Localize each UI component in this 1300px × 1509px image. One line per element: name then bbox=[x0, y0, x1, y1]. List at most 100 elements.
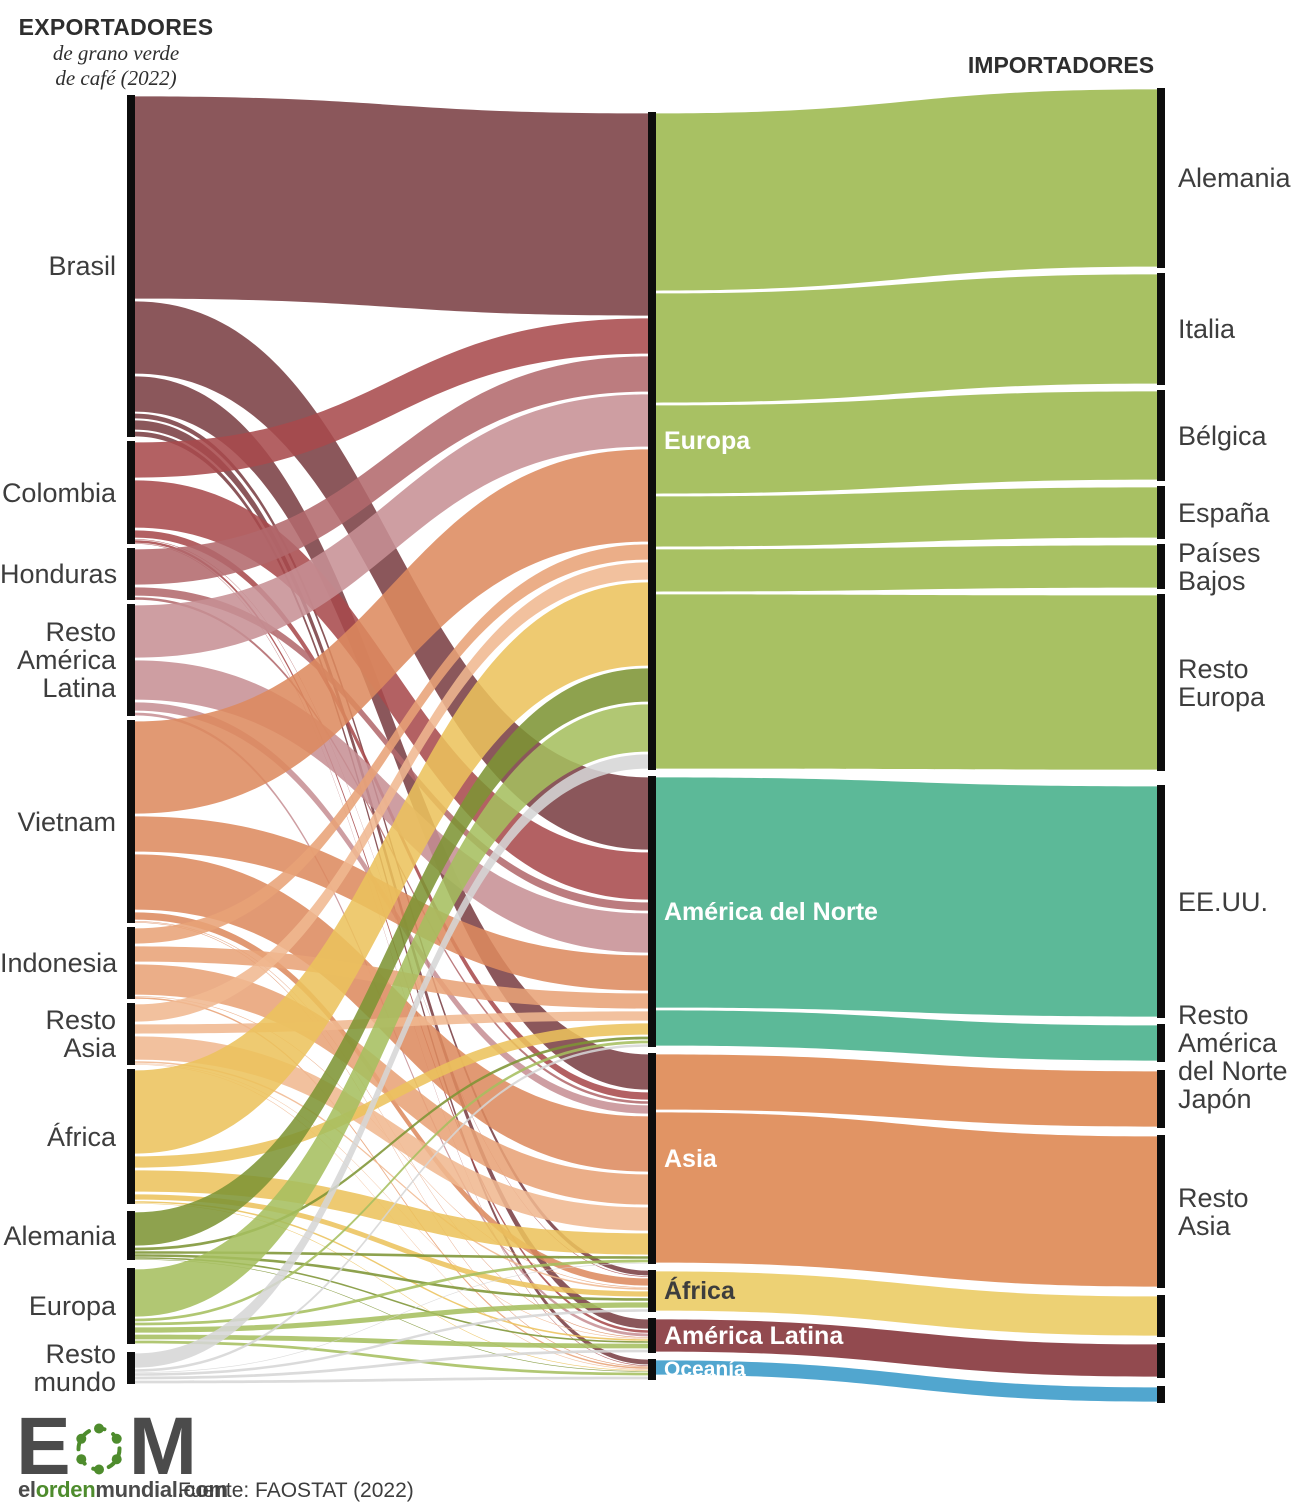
flow-brasil-r_europa bbox=[135, 96, 648, 316]
flow-r_america_latina-i_america_latina bbox=[656, 1319, 1157, 1377]
label-colombia: Colombia bbox=[1, 477, 116, 508]
region-node-r_america_norte bbox=[648, 776, 656, 1047]
importer-node-i_espana bbox=[1157, 486, 1165, 539]
flow-brasil-r_america_norte bbox=[135, 301, 648, 850]
flow-r_asia-i_japon bbox=[656, 1054, 1157, 1127]
importer-node-i_resto_america_norte bbox=[1157, 1024, 1165, 1062]
label-r_america_norte: América del Norte bbox=[664, 897, 878, 926]
importer-node-i_eeuu bbox=[1157, 785, 1165, 1018]
importer-node-i_paises_bajos bbox=[1157, 544, 1165, 589]
flow-r_africa-i_africa bbox=[656, 1271, 1157, 1336]
eom-logo-letter-e: E bbox=[16, 1401, 71, 1493]
label-i_italia: Italia bbox=[1178, 313, 1236, 344]
label-r_oceania: Oceanía bbox=[664, 1357, 746, 1381]
flow-resto_asia-r_america_latina bbox=[135, 1063, 648, 1339]
exporter-node-indonesia bbox=[127, 927, 135, 999]
exporter-node-africa bbox=[127, 1069, 135, 1204]
flow-r_oceania-i_oceania bbox=[656, 1360, 1157, 1402]
flow-honduras-r_europa bbox=[135, 356, 648, 585]
flow-europa-r_america_norte bbox=[135, 1040, 648, 1322]
flow-resto_asia-r_africa bbox=[135, 1061, 648, 1290]
label-r_asia: Asia bbox=[664, 1144, 717, 1173]
exporters-title: EXPORTADORES bbox=[18, 14, 214, 40]
flow-alemania-r_europa bbox=[135, 668, 648, 1246]
flow-resto_mundo-r_europa bbox=[135, 754, 648, 1368]
site-url-middle: orden bbox=[35, 1477, 96, 1502]
label-i_alemania: Alemania bbox=[1178, 162, 1291, 193]
importer-node-i_italia bbox=[1157, 273, 1165, 385]
label-i_paises_bajos: Países Bajos bbox=[1178, 537, 1261, 596]
label-r_europa: Europa bbox=[664, 427, 751, 455]
exporter-node-honduras bbox=[127, 548, 135, 600]
eom-logo-letter-m: M bbox=[128, 1401, 197, 1493]
exporters-subtitle-line2: de café (2022) bbox=[55, 66, 177, 91]
site-url-prefix: el bbox=[18, 1477, 36, 1502]
region-node-r_europa bbox=[648, 112, 656, 770]
flow-r_europa-i_resto_europa bbox=[656, 594, 1157, 770]
exporter-node-brasil bbox=[127, 95, 135, 437]
region-node-r_africa bbox=[648, 1270, 656, 1312]
flow-r_america_norte-i_eeuu bbox=[656, 777, 1157, 1017]
exporter-node-colombia bbox=[127, 441, 135, 544]
flow-colombia-r_america_latina bbox=[135, 540, 648, 1333]
flow-africa-r_asia bbox=[135, 1170, 648, 1255]
flow-europa-r_africa bbox=[135, 1302, 648, 1333]
flow-africa-r_europa bbox=[135, 582, 648, 1154]
importer-node-i_japon bbox=[1157, 1070, 1165, 1128]
importer-node-i_alemania bbox=[1157, 88, 1165, 268]
flow-colombia-r_europa bbox=[135, 318, 648, 478]
flow-resto_mundo-r_asia bbox=[135, 1263, 648, 1373]
source-text: Fuente: FAOSTAT (2022) bbox=[178, 1479, 414, 1502]
label-i_belgica: Bélgica bbox=[1178, 420, 1267, 451]
flow-indonesia-r_europa bbox=[135, 544, 648, 944]
label-vietnam: Vietnam bbox=[17, 806, 116, 837]
region-node-r_oceania bbox=[648, 1359, 656, 1380]
flow-europa-r_asia bbox=[135, 1259, 648, 1326]
label-alemania: Alemania bbox=[3, 1220, 116, 1251]
flow-resto_mundo-r_oceania bbox=[135, 1376, 648, 1384]
importer-node-i_resto_europa bbox=[1157, 594, 1165, 771]
exporter-node-resto_mundo bbox=[127, 1352, 135, 1384]
importer-node-i_oceania bbox=[1157, 1386, 1165, 1403]
flow-europa-r_europa bbox=[135, 704, 648, 1317]
flow-resto_asia-r_europa bbox=[135, 562, 648, 1022]
label-i_resto_america_norte: Resto América del Norte bbox=[1178, 999, 1288, 1087]
label-europa: Europa bbox=[28, 1290, 116, 1321]
flow-r_america_norte-i_resto_america_norte bbox=[656, 1010, 1157, 1061]
flow-africa-r_america_norte bbox=[135, 1023, 648, 1168]
importer-node-i_america_latina bbox=[1157, 1343, 1165, 1378]
label-resto_mundo: Resto mundo bbox=[33, 1338, 116, 1397]
label-i_resto_asia: Resto Asia bbox=[1178, 1182, 1249, 1241]
flow-resto_america_latina-r_europa bbox=[135, 394, 648, 658]
flow-brasil-r_asia bbox=[135, 376, 648, 1090]
label-africa: África bbox=[46, 1121, 116, 1152]
exporter-node-resto_america_latina bbox=[127, 604, 135, 716]
flow-africa-r_america_latina bbox=[135, 1201, 648, 1341]
flow-alemania-r_africa bbox=[135, 1254, 648, 1301]
flow-resto_mundo-r_africa bbox=[135, 1309, 648, 1376]
importer-node-i_resto_asia bbox=[1157, 1135, 1165, 1288]
flow-r_europa-i_italia bbox=[656, 274, 1157, 403]
flow-r_europa-i_alemania bbox=[656, 89, 1157, 291]
flow-r_europa-i_belgica bbox=[656, 391, 1157, 494]
exporter-node-resto_asia bbox=[127, 1003, 135, 1065]
flow-resto_america_latina-r_america_norte bbox=[135, 660, 648, 953]
flow-africa-r_oceania bbox=[135, 1203, 648, 1371]
flow-r_asia-i_resto_asia bbox=[656, 1112, 1157, 1287]
label-i_japon: Japón bbox=[1178, 1083, 1252, 1114]
site-url-suffix: mundial.com bbox=[95, 1477, 228, 1502]
flow-indonesia-r_asia bbox=[135, 964, 648, 1205]
exporter-node-alemania bbox=[127, 1211, 135, 1260]
flow-colombia-r_america_norte bbox=[135, 480, 648, 900]
region-node-r_america_latina bbox=[648, 1318, 656, 1353]
flow-alemania-r_america_latina bbox=[135, 1257, 648, 1343]
flow-resto_mundo-r_america_norte bbox=[135, 1044, 648, 1372]
flow-vietnam-r_europa bbox=[135, 449, 648, 814]
flow-resto_mundo-r_america_latina bbox=[135, 1349, 648, 1380]
flow-r_europa-i_paises_bajos bbox=[656, 545, 1157, 592]
flow-indonesia-r_oceania bbox=[135, 997, 648, 1369]
flow-resto_asia-r_asia bbox=[135, 1036, 648, 1231]
region-node-r_asia bbox=[648, 1053, 656, 1264]
